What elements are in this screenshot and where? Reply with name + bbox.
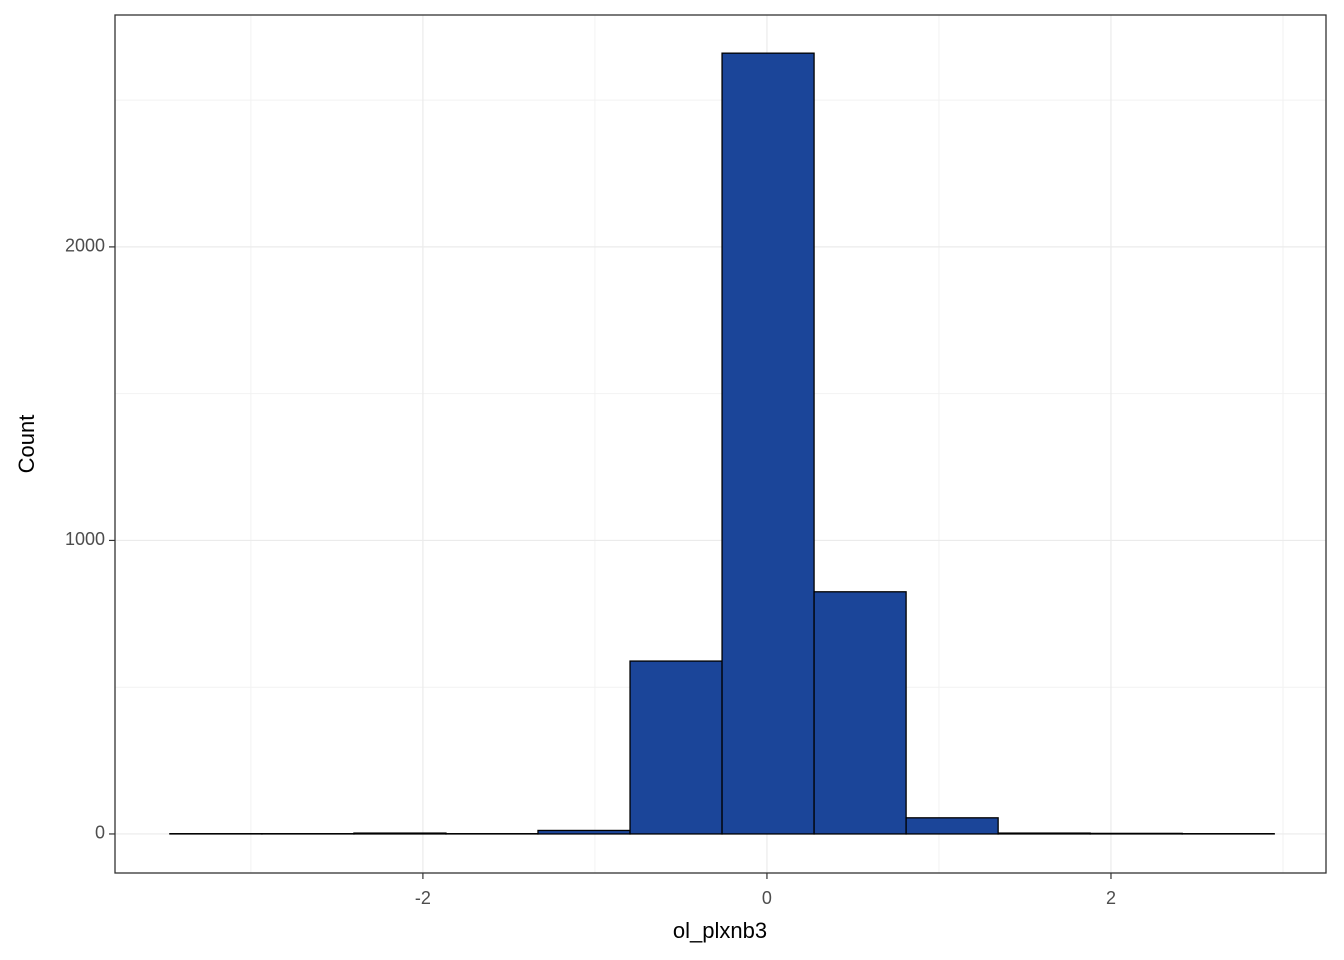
- bar: [905, 817, 999, 835]
- bar: [353, 832, 447, 835]
- x-tick-label: -2: [415, 888, 431, 908]
- y-tick-label: 2000: [65, 236, 105, 256]
- y-axis-title: Count: [14, 415, 39, 474]
- bar: [997, 832, 1091, 835]
- y-tick-label: 1000: [65, 529, 105, 549]
- panel-border: [114, 14, 1327, 874]
- bar: [537, 829, 631, 835]
- y-tick-label: 0: [95, 823, 105, 843]
- x-tick-label: 2: [1106, 888, 1116, 908]
- x-axis-title: ol_plxnb3: [673, 918, 767, 943]
- bar: [629, 660, 723, 835]
- x-tick-label: 0: [762, 888, 772, 908]
- bar: [813, 591, 907, 835]
- bar: [1089, 832, 1183, 835]
- bar: [721, 52, 815, 835]
